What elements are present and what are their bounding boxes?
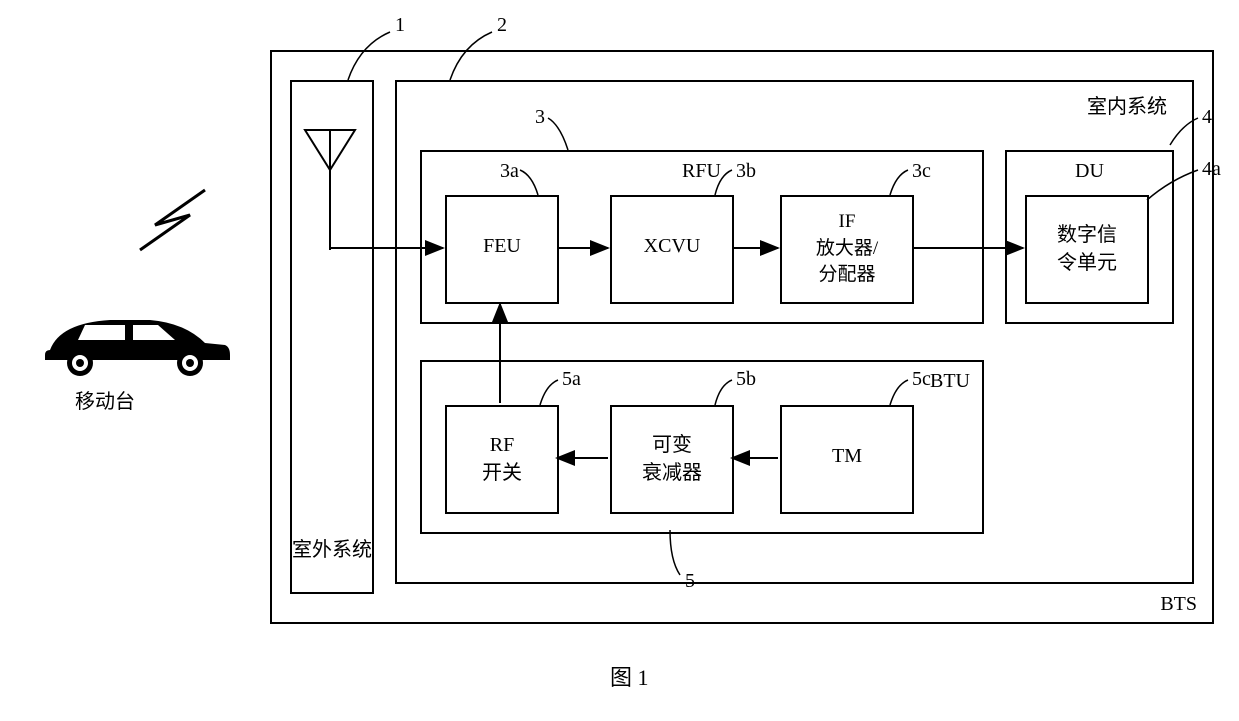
feu-box: FEU [445, 195, 559, 304]
varatt-box: 可变 衰减器 [610, 405, 734, 514]
ref-3a: 3a [500, 160, 519, 183]
dsu-line1: 数字信 [1027, 221, 1147, 249]
varatt-line1: 可变 [612, 431, 732, 459]
dsu-line2: 令单元 [1027, 249, 1147, 277]
ifamp-box: IF 放大器/ 分配器 [780, 195, 914, 304]
du-label: DU [1075, 160, 1104, 183]
rfsw-line1: RF [447, 431, 557, 459]
rfswitch-box: RF 开关 [445, 405, 559, 514]
ref-3: 3 [535, 106, 545, 129]
ref-3b: 3b [736, 160, 756, 183]
ref-4: 4 [1202, 106, 1212, 129]
tm-label: TM [782, 445, 912, 468]
figure-caption: 图 1 [610, 660, 649, 692]
block-diagram: 移动台 BTS 室外系统 室内系统 RFU FEU XCVU IF 放大器/ 分… [20, 20, 1220, 660]
tm-box: TM [780, 405, 914, 514]
ifamp-line1: IF [782, 209, 912, 236]
ref-5b: 5b [736, 368, 756, 391]
ifamp-line2: 放大器/ [782, 236, 912, 263]
rfsw-line2: 开关 [447, 459, 557, 487]
bts-label: BTS [1160, 593, 1197, 616]
ref-5: 5 [685, 570, 695, 593]
ref-5a: 5a [562, 368, 581, 391]
outdoor-system-box: 室外系统 [290, 80, 374, 594]
rfu-label: RFU [682, 160, 721, 183]
mobile-station-label: 移动台 [75, 385, 135, 414]
varatt-line2: 衰减器 [612, 459, 732, 487]
btu-label: BTU [930, 370, 970, 393]
dsu-box: 数字信 令单元 [1025, 195, 1149, 304]
ifamp-line3: 分配器 [782, 262, 912, 289]
outdoor-label: 室外系统 [292, 533, 372, 562]
ref-4a: 4a [1202, 158, 1221, 181]
indoor-label: 室内系统 [1087, 90, 1167, 119]
ref-3c: 3c [912, 160, 931, 183]
xcvu-box: XCVU [610, 195, 734, 304]
ref-1: 1 [395, 14, 405, 37]
feu-label: FEU [447, 235, 557, 258]
ref-2: 2 [497, 14, 507, 37]
ref-5c: 5c [912, 368, 931, 391]
xcvu-label: XCVU [612, 235, 732, 258]
